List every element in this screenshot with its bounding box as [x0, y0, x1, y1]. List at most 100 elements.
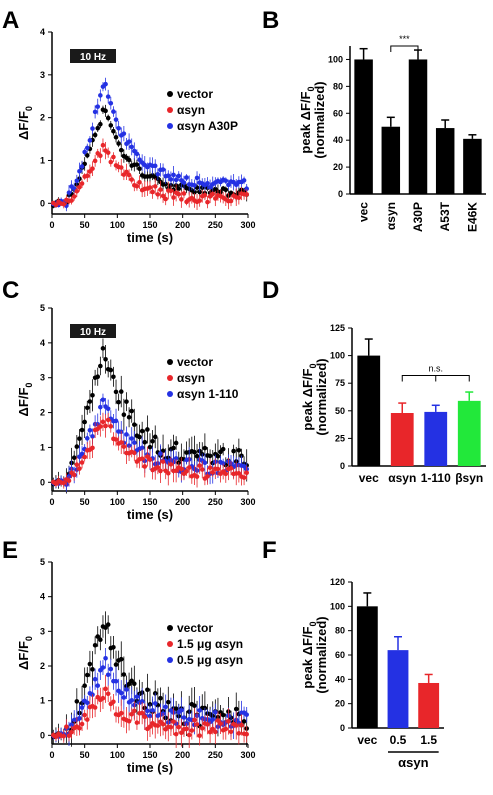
bar-D	[390, 413, 414, 466]
stimulus-label-C: 10 Hz	[80, 327, 106, 338]
data-point-E	[66, 733, 72, 739]
x-axis-label-C: time (s)	[127, 507, 173, 522]
data-point-E	[176, 724, 182, 730]
data-point-E	[147, 724, 153, 729]
bar-B	[381, 126, 401, 194]
data-point-E	[236, 731, 242, 736]
x-tick-label-F: 0.5	[390, 733, 407, 747]
data-point-E	[103, 686, 108, 692]
data-point-C	[74, 444, 80, 449]
data-point-A	[77, 184, 82, 190]
data-point-A	[226, 182, 231, 188]
bar-D	[424, 411, 448, 466]
data-point-C	[210, 470, 216, 475]
data-point-C	[87, 399, 93, 404]
data-point-A	[236, 195, 242, 201]
x-tick-label-A: 100	[110, 220, 125, 230]
data-point-E	[134, 694, 140, 700]
legend-label-A: vector	[177, 87, 213, 101]
y-tick-label-E: 5	[40, 557, 45, 567]
significance-label-B: ***	[399, 34, 410, 44]
x-tick-label-C: 200	[175, 497, 190, 507]
y-tick-label-D: 50	[335, 406, 345, 416]
x-tick-label-E: 150	[142, 750, 157, 760]
data-point-A	[108, 123, 114, 128]
data-point-C	[139, 428, 145, 434]
data-point-A	[163, 181, 168, 187]
data-point-C	[118, 389, 124, 394]
data-point-E	[129, 698, 135, 703]
data-point-A	[105, 150, 111, 155]
data-point-C	[220, 446, 226, 452]
data-point-A	[147, 185, 153, 190]
legend-label-E: vector	[177, 621, 213, 635]
y-tick-label-B: 40	[333, 135, 343, 145]
legend-label-E: 0.5 μg αsyn	[177, 653, 243, 667]
data-point-A	[118, 147, 124, 153]
y-axis-label-E: ΔF/F0	[16, 636, 34, 670]
data-point-C	[202, 460, 208, 466]
data-point-E	[126, 718, 132, 724]
data-point-C	[61, 480, 67, 486]
data-point-A	[223, 178, 229, 183]
data-point-C	[66, 478, 72, 484]
data-point-A	[163, 196, 168, 202]
data-point-C	[118, 440, 124, 445]
data-point-C	[108, 367, 114, 373]
data-point-C	[145, 427, 150, 432]
data-point-E	[134, 720, 140, 725]
data-point-A	[137, 179, 142, 185]
data-point-E	[132, 681, 137, 687]
data-point-A	[105, 115, 111, 121]
data-point-E	[241, 719, 247, 724]
data-point-E	[121, 695, 127, 700]
y-tick-label-F: 100	[330, 601, 345, 611]
data-point-E	[210, 717, 216, 722]
data-point-E	[173, 706, 179, 711]
data-point-C	[113, 389, 119, 395]
data-point-C	[223, 471, 229, 477]
data-point-A	[126, 139, 132, 144]
y-tick-label-A: 3	[40, 70, 45, 80]
data-point-A	[108, 159, 114, 165]
data-point-A	[241, 178, 247, 183]
data-point-A	[129, 144, 135, 150]
data-point-C	[244, 470, 249, 476]
data-point-C	[82, 419, 87, 425]
legend-marker-E	[167, 625, 173, 631]
y-tick-label-B: 0	[338, 189, 343, 199]
data-point-C	[215, 466, 221, 472]
data-point-A	[134, 162, 140, 167]
data-point-E	[197, 733, 202, 738]
data-point-A	[82, 149, 87, 155]
data-point-C	[207, 453, 213, 459]
x-tick-label-C: 100	[110, 497, 125, 507]
bar-B	[408, 59, 428, 194]
x-tick-label-E: 250	[208, 750, 223, 760]
legend-marker-E	[167, 641, 173, 647]
data-point-C	[160, 459, 166, 464]
data-point-A	[61, 201, 67, 207]
data-point-A	[202, 192, 208, 198]
data-point-A	[176, 173, 182, 179]
data-point-A	[53, 202, 59, 208]
data-point-E	[233, 706, 239, 712]
data-point-C	[231, 448, 236, 454]
data-point-A	[84, 153, 90, 158]
x-tick-label-F: 1.5	[420, 733, 437, 747]
data-point-A	[152, 184, 158, 189]
legend-marker-C	[167, 391, 173, 397]
data-point-C	[90, 434, 95, 439]
x-tick-label-C: 50	[80, 497, 90, 507]
data-point-E	[61, 733, 67, 739]
data-point-C	[71, 472, 77, 478]
data-point-E	[95, 634, 101, 639]
legend-marker-C	[167, 375, 173, 381]
x-tick-label-E: 100	[110, 750, 125, 760]
data-point-C	[129, 408, 135, 414]
data-point-A	[74, 188, 80, 194]
y-tick-label-C: 3	[40, 373, 45, 383]
data-point-C	[121, 444, 127, 449]
data-point-E	[64, 724, 69, 730]
data-point-E	[98, 637, 103, 642]
